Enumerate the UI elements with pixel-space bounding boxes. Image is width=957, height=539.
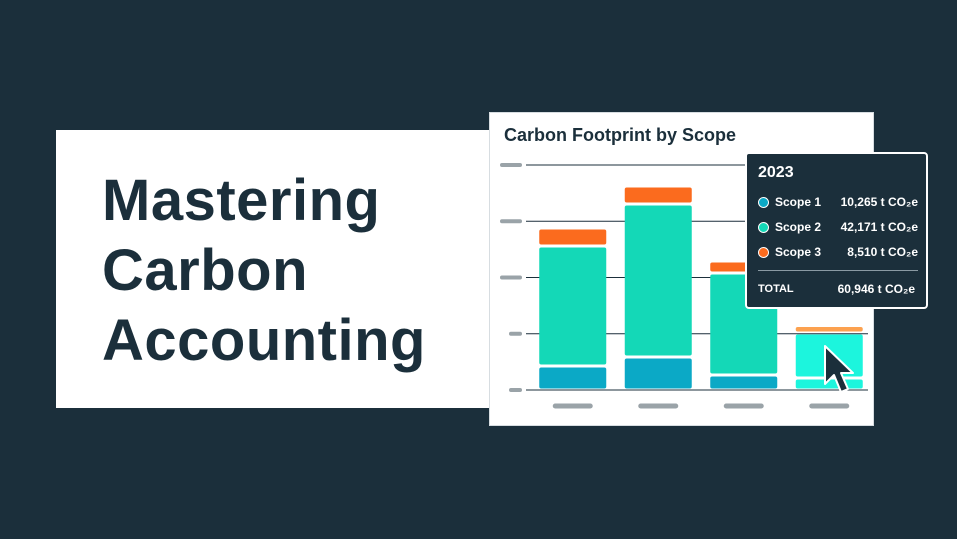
bar-2-scope-2 <box>624 205 692 356</box>
title-card: Mastering Carbon Accounting <box>56 130 504 408</box>
tooltip-year: 2023 <box>758 164 794 181</box>
tooltip-row-scope-3: Scope 3 8,510 t CO₂e <box>758 244 918 264</box>
mouse-pointer-icon <box>824 345 854 393</box>
tooltip-row-label: Scope 3 <box>775 245 822 259</box>
scope-2-dot-icon <box>758 222 769 233</box>
tooltip-row-scope-2: Scope 2 42,171 t CO₂e <box>758 219 918 239</box>
tooltip-row-scope-1: Scope 1 10,265 t CO₂e <box>758 194 918 214</box>
stacked-bar-chart <box>500 163 868 409</box>
bar-3-scope-1 <box>710 376 778 389</box>
scope-3-dot-icon <box>758 247 769 258</box>
bar-1-scope-1 <box>539 367 607 389</box>
headline-line-2: Carbon <box>102 238 308 303</box>
tooltip-row-label: Scope 1 <box>775 195 822 209</box>
headline-line-3: Accounting <box>102 308 426 373</box>
tooltip-row-value: 10,265 t CO₂e <box>840 195 918 209</box>
tooltip-total-label: TOTAL <box>758 283 794 295</box>
tooltip-row-label: Scope 2 <box>775 220 822 234</box>
bar-1-scope-3 <box>539 229 607 245</box>
bar-1-scope-2 <box>539 247 607 365</box>
tooltip-divider <box>758 270 918 271</box>
tooltip-row-value: 8,510 t CO₂e <box>847 245 918 259</box>
tooltip-total-value: 60,946 t CO₂e <box>837 282 915 296</box>
bar-2-scope-1 <box>624 358 692 389</box>
scope-1-dot-icon <box>758 197 769 208</box>
chart-tooltip: 2023 Scope 1 10,265 t CO₂e Scope 2 42,17… <box>745 152 928 309</box>
bar-2-scope-3 <box>624 187 692 203</box>
headline-line-1: Mastering <box>102 168 381 233</box>
bar-4-scope-3 <box>795 327 863 332</box>
tooltip-row-value: 42,171 t CO₂e <box>840 220 918 234</box>
chart-title: Carbon Footprint by Scope <box>504 125 736 145</box>
